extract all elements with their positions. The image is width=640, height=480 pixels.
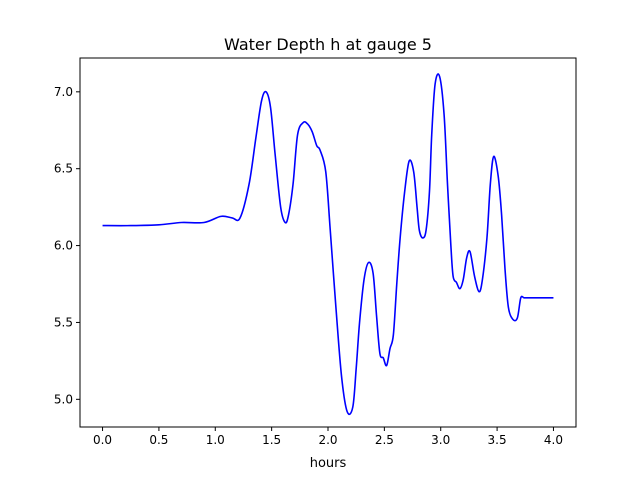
x-tick-label: 0.5 <box>149 433 168 447</box>
y-tick-label: 6.5 <box>54 162 73 176</box>
y-tick-label: 7.0 <box>54 85 73 99</box>
x-tick-label: 2.5 <box>375 433 394 447</box>
x-tick-label: 2.0 <box>318 433 337 447</box>
x-tick-label: 1.5 <box>262 433 281 447</box>
chart-title: Water Depth h at gauge 5 <box>224 35 432 54</box>
y-tick-label: 6.0 <box>54 239 73 253</box>
x-tick-label: 1.0 <box>206 433 225 447</box>
x-tick-label: 3.0 <box>431 433 450 447</box>
x-axis-label: hours <box>310 456 347 471</box>
x-tick-label: 3.5 <box>488 433 507 447</box>
y-tick-label: 5.0 <box>54 392 73 406</box>
y-tick-label: 5.5 <box>54 315 73 329</box>
x-tick-label: 4.0 <box>544 433 563 447</box>
x-tick-label: 0.0 <box>93 433 112 447</box>
